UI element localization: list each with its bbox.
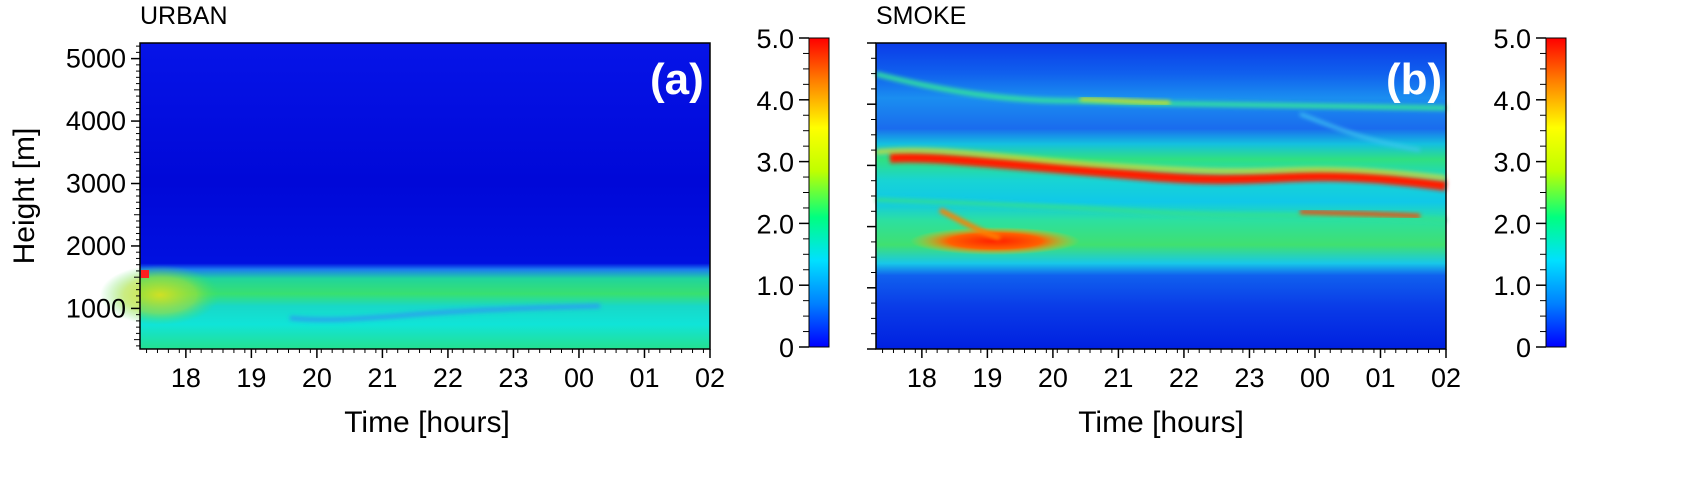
x-tick-label: 20	[1038, 363, 1068, 393]
colorbar-tick-label: 1.0	[756, 271, 794, 301]
panel-a-x-axis: 18 19 20 21 22 23 00 01 02	[146, 349, 725, 393]
panel-b-title: SMOKE	[876, 2, 966, 30]
panel-a-y-axis: 1000 2000 3000 4000 5000	[66, 44, 140, 347]
panel-a-heatmap-background	[140, 43, 710, 349]
x-tick-label: 22	[433, 363, 463, 393]
panel-a-colorbar-ticks: 0 1.0 2.0 3.0 4.0 5.0	[756, 24, 809, 363]
y-tick-label: 4000	[66, 106, 126, 136]
panel-b-heatmap-background	[876, 43, 1446, 349]
panel-b-x-label: Time [hours]	[1078, 406, 1244, 439]
colorbar-tick-label: 5.0	[756, 24, 794, 54]
x-tick-label: 18	[171, 363, 201, 393]
colorbar-tick-label: 2.0	[1493, 209, 1531, 239]
panel-a: URBAN (a) 1000 2000 3000 4000 5000 18 19 20 21 2…	[8, 2, 830, 439]
panel-a-y-label: Height [m]	[8, 128, 41, 265]
x-tick-label: 23	[1234, 363, 1264, 393]
colorbar-tick-label: 0	[779, 333, 794, 363]
panel-b-heatmap	[875, 42, 1447, 350]
colorbar-tick-label: 5.0	[1493, 24, 1531, 54]
panel-a-x-label: Time [hours]	[344, 406, 510, 439]
colorbar-tick-label: 2.0	[756, 209, 794, 239]
x-tick-label: 20	[302, 363, 332, 393]
panel-a-colorbar-strip	[808, 37, 830, 348]
x-tick-label: 19	[972, 363, 1002, 393]
x-tick-label: 00	[564, 363, 594, 393]
panel-a-title: URBAN	[140, 2, 228, 30]
y-tick-label: 1000	[66, 293, 126, 323]
panel-b-colorbar-ticks: 0 1.0 2.0 3.0 4.0 5.0	[1493, 24, 1546, 363]
x-tick-label: 19	[236, 363, 266, 393]
panel-b-mid-layer	[875, 198, 1447, 222]
panel-b-upper-layer-core	[1079, 97, 1171, 105]
colorbar-tick-label: 4.0	[1493, 86, 1531, 116]
panel-a-surface-blob	[100, 265, 220, 325]
panel-a-colorbar: 0 1.0 2.0 3.0 4.0 5.0	[756, 24, 830, 363]
panel-b-colorbar: 0 1.0 2.0 3.0 4.0 5.0	[1493, 24, 1567, 363]
x-tick-label: 01	[1365, 363, 1395, 393]
colorbar-tick-label: 3.0	[756, 148, 794, 178]
x-tick-label: 00	[1300, 363, 1330, 393]
panel-b-badge: (b)	[1386, 55, 1442, 104]
panel-b-x-axis: 18 19 20 21 22 23 00 01 02	[882, 349, 1461, 393]
colorbar-tick-label: 3.0	[1493, 148, 1531, 178]
panel-b-diagonal-streak	[938, 207, 1001, 241]
panel-a-badge: (a)	[650, 55, 704, 104]
x-tick-label: 21	[1103, 363, 1133, 393]
panel-b-colorbar-strip	[1545, 37, 1567, 348]
panel-a-layer-line	[289, 304, 601, 322]
x-tick-label: 18	[907, 363, 937, 393]
colorbar-tick-label: 1.0	[1493, 271, 1531, 301]
y-tick-label: 5000	[66, 44, 126, 74]
panel-b-mid-red-streak	[1299, 210, 1421, 218]
panel-a-heatmap	[100, 42, 711, 350]
x-tick-label: 02	[695, 363, 725, 393]
panel-a-red-spot	[141, 270, 149, 278]
panel-b-lower-blob	[910, 227, 1080, 255]
colorbar-tick-label: 4.0	[756, 86, 794, 116]
panel-b-descending-line	[1299, 112, 1421, 152]
colorbar-tick-label: 0	[1516, 333, 1531, 363]
panel-b-red-layer-halo	[875, 147, 1447, 181]
x-tick-label: 23	[498, 363, 528, 393]
panel-b-red-layer	[889, 152, 1447, 191]
y-tick-label: 2000	[66, 231, 126, 261]
y-tick-label: 3000	[66, 169, 126, 199]
x-tick-label: 02	[1431, 363, 1461, 393]
x-tick-label: 21	[367, 363, 397, 393]
x-tick-label: 01	[629, 363, 659, 393]
x-tick-label: 22	[1169, 363, 1199, 393]
panel-b: SMOKE (b) 18 19 20 21 22 23 00 01 02 Time [hours…	[867, 2, 1567, 439]
panel-b-y-axis	[867, 42, 876, 350]
